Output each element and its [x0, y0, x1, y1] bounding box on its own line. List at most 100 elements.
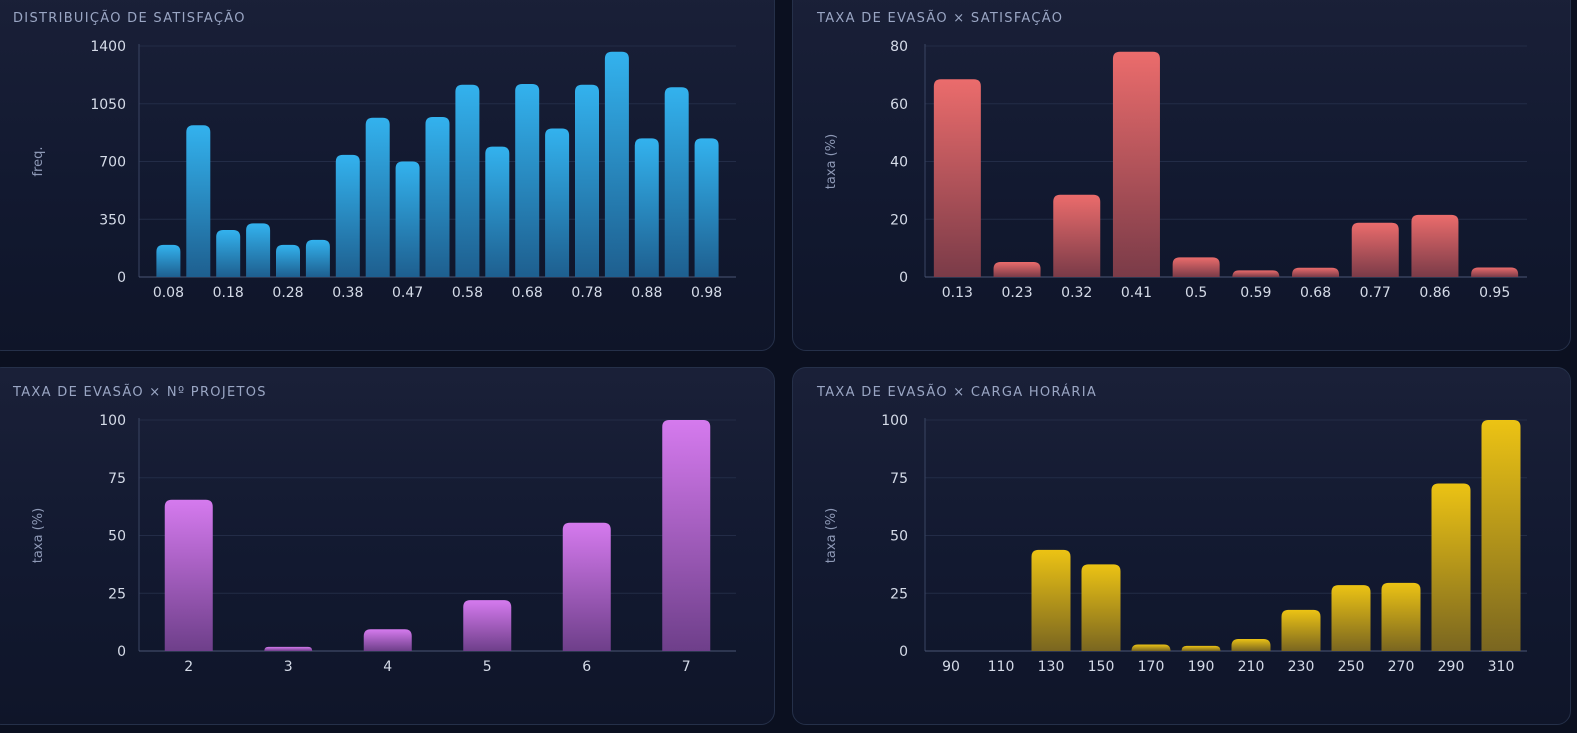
y-tick-label: 0 — [117, 644, 126, 660]
x-tick-label: 310 — [1488, 659, 1515, 675]
bar — [1173, 257, 1220, 277]
y-tick-label: 100 — [881, 413, 908, 429]
y-axis-label: taxa (%) — [31, 508, 46, 563]
bar — [1082, 564, 1121, 651]
x-tick-label: 2 — [184, 659, 193, 675]
x-tick-label: 0.23 — [1001, 285, 1032, 301]
bar — [1182, 646, 1221, 651]
y-tick-label: 75 — [890, 471, 908, 487]
x-tick-label: 0.78 — [571, 285, 602, 301]
bar — [1032, 550, 1071, 651]
x-tick-label: 0.38 — [332, 285, 363, 301]
bar — [366, 118, 390, 277]
bar — [994, 262, 1041, 277]
bar — [545, 129, 569, 278]
bar — [1411, 215, 1458, 277]
bar — [1053, 195, 1100, 277]
y-tick-label: 25 — [890, 586, 908, 602]
bar — [515, 84, 539, 277]
y-axis-label: taxa (%) — [824, 508, 839, 563]
y-tick-label: 20 — [890, 212, 908, 228]
x-tick-label: 0.68 — [1300, 285, 1331, 301]
x-tick-label: 0.47 — [392, 285, 423, 301]
bar — [1332, 585, 1371, 651]
x-tick-label: 130 — [1038, 659, 1065, 675]
bar — [605, 52, 629, 277]
bar — [1232, 639, 1271, 651]
x-tick-label: 250 — [1338, 659, 1365, 675]
chart-churn-by-satisfaction: 0 20 40 60 80 taxa (%) 0.13 0.23 0.32 0.41 0.5 0.59… — [793, 0, 1571, 351]
x-tick-label: 170 — [1138, 659, 1165, 675]
bar — [1432, 484, 1471, 651]
x-tick-label: 0.41 — [1121, 285, 1152, 301]
bar — [563, 523, 611, 651]
y-tick-label: 350 — [99, 212, 126, 228]
x-tick-label: 190 — [1188, 659, 1215, 675]
bar — [156, 245, 180, 277]
bar — [276, 245, 300, 277]
y-tick-label: 25 — [108, 586, 126, 602]
x-tick-label: 0.98 — [691, 285, 722, 301]
bar — [364, 629, 412, 651]
bar — [1292, 268, 1339, 277]
bar — [396, 162, 420, 278]
panel-satisfaction-distribution: DISTRIBUIÇÃO DE SATISFAÇÃO 0 350 700 1050 14… — [0, 0, 775, 351]
bar — [1382, 583, 1421, 651]
chart-satisfaction-distribution: 0 350 700 1050 1400 freq. 0.08 0.18 0.28 0.38 0.47… — [0, 0, 775, 351]
bar — [662, 420, 710, 651]
bar — [186, 125, 210, 277]
bar — [246, 223, 270, 277]
y-tick-label: 700 — [99, 155, 126, 171]
y-tick-label: 75 — [108, 471, 126, 487]
bar — [463, 600, 511, 651]
y-tick-label: 0 — [117, 270, 126, 286]
x-tick-label: 0.58 — [452, 285, 483, 301]
bar — [1232, 270, 1279, 277]
bar — [1482, 420, 1521, 651]
x-tick-label: 230 — [1288, 659, 1315, 675]
bar — [264, 647, 312, 651]
y-tick-label: 100 — [99, 413, 126, 429]
y-tick-label: 0 — [899, 644, 908, 660]
bar — [934, 79, 981, 277]
bar — [165, 500, 213, 651]
bar — [1113, 52, 1160, 277]
bar — [306, 240, 330, 277]
y-tick-label: 80 — [890, 39, 908, 55]
x-tick-label: 0.13 — [942, 285, 973, 301]
x-tick-label: 0.32 — [1061, 285, 1092, 301]
y-tick-label: 50 — [108, 529, 126, 545]
bar — [485, 147, 509, 277]
x-tick-label: 0.77 — [1360, 285, 1391, 301]
y-axis-label: freq. — [31, 146, 46, 176]
x-tick-label: 7 — [682, 659, 691, 675]
x-tick-label: 4 — [383, 659, 392, 675]
bar — [1352, 223, 1399, 277]
chart-churn-by-projects: 0 25 50 75 100 taxa (%) 2 3 4 5 6 7 — [0, 368, 775, 725]
x-tick-label: 0.86 — [1419, 285, 1450, 301]
y-tick-label: 1050 — [90, 97, 126, 113]
x-tick-label: 0.5 — [1185, 285, 1207, 301]
bar — [695, 138, 719, 277]
bar — [216, 230, 240, 277]
x-tick-label: 0.08 — [153, 285, 184, 301]
bar — [635, 138, 659, 277]
bar — [455, 85, 479, 277]
x-tick-label: 0.68 — [512, 285, 543, 301]
y-tick-label: 50 — [890, 529, 908, 545]
x-tick-label: 0.18 — [213, 285, 244, 301]
x-tick-label: 0.95 — [1479, 285, 1510, 301]
x-tick-label: 5 — [483, 659, 492, 675]
bar — [426, 117, 450, 277]
panel-churn-by-satisfaction: TAXA DE EVASÃO × SATISFAÇÃO 0 20 40 60 80 tax… — [792, 0, 1571, 351]
bar — [1282, 610, 1321, 651]
y-tick-label: 40 — [890, 155, 908, 171]
bar — [575, 85, 599, 277]
x-tick-label: 0.59 — [1240, 285, 1271, 301]
bar — [336, 155, 360, 277]
y-tick-label: 1400 — [90, 39, 126, 55]
x-tick-label: 0.88 — [631, 285, 662, 301]
y-axis-label: taxa (%) — [824, 134, 839, 189]
y-tick-label: 0 — [899, 270, 908, 286]
bar — [1132, 645, 1171, 651]
